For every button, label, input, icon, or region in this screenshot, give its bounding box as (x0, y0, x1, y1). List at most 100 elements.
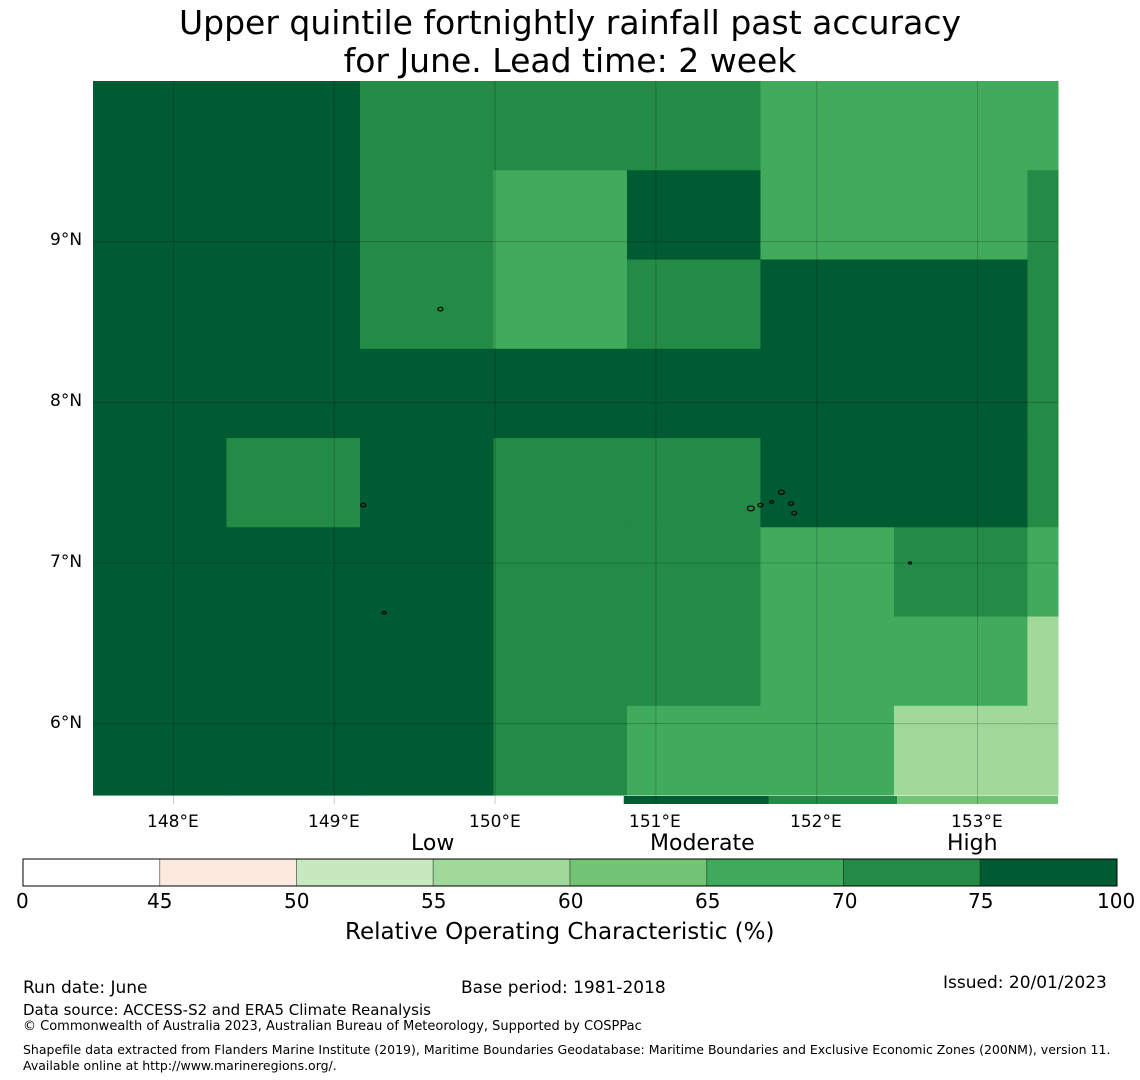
map-edge-cell (623, 796, 769, 804)
lon-label-151e: 151°E (629, 812, 681, 832)
map-cell (359, 705, 494, 796)
colorbar-segment (159, 858, 297, 887)
map-cell (626, 259, 761, 350)
map-cell (93, 348, 227, 439)
map-cell (626, 348, 761, 439)
chart-title: Upper quintile fortnightly rainfall past… (0, 4, 1140, 80)
island-outline (787, 501, 795, 506)
island-outline (777, 489, 785, 496)
map-cell (226, 81, 361, 171)
map-cell (760, 527, 895, 618)
lat-label-8n: 8°N (50, 391, 83, 411)
island-outline (907, 561, 913, 565)
colorbar-segment (979, 858, 1118, 887)
colorbar-tick-60: 60 (558, 889, 584, 913)
lon-label-149e: 149°E (308, 812, 360, 832)
map-cell (93, 438, 227, 528)
map-cell (1027, 348, 1059, 439)
map-cell (1027, 616, 1059, 707)
map-cell (893, 527, 1028, 618)
map-cell (893, 438, 1028, 528)
lat-label-7n: 7°N (50, 552, 83, 572)
map-cell (226, 348, 361, 439)
lon-label-150e: 150°E (469, 812, 521, 832)
lon-label-152e: 152°E (790, 812, 842, 832)
map-cell (626, 527, 761, 618)
lon-label-148e: 148°E (147, 812, 199, 832)
colorbar-tick-55: 55 (421, 889, 447, 913)
island-outline (791, 510, 798, 516)
island-outline (381, 610, 387, 615)
issued-date: Issued: 20/01/2023 (943, 973, 1107, 993)
map-cell (93, 616, 227, 707)
map-cell (359, 527, 494, 618)
colorbar-segment (843, 858, 981, 887)
map-cell (493, 438, 628, 528)
map-cell (1027, 438, 1059, 528)
island-outline (746, 505, 755, 512)
map-cell (226, 170, 361, 261)
map-cell (493, 170, 628, 261)
colorbar-tick-0: 0 (16, 889, 29, 913)
map-cell (93, 705, 227, 796)
map-cell (893, 81, 1028, 171)
map-cell (93, 81, 227, 171)
colorbar-segment (296, 858, 434, 887)
colorbar-segment (22, 858, 161, 887)
map-cell (760, 616, 895, 707)
colorbar-tick-50: 50 (284, 889, 310, 913)
map-cell (626, 81, 761, 171)
map-cell (93, 170, 227, 261)
category-moderate: Moderate (650, 831, 755, 856)
map-cell (760, 438, 895, 528)
colorbar-tick-65: 65 (695, 889, 721, 913)
map-cell (359, 81, 494, 171)
map-cell (1027, 705, 1059, 796)
island-outline (437, 306, 444, 312)
map-cell (893, 616, 1028, 707)
map-cell (893, 170, 1028, 261)
map-cell (893, 705, 1028, 796)
map-cell (359, 348, 494, 439)
map-cell (226, 259, 361, 350)
colorbar-title: Relative Operating Characteristic (%) (345, 919, 775, 945)
colorbar-tick-45: 45 (147, 889, 173, 913)
map-cell (493, 616, 628, 707)
map-cell (359, 259, 494, 350)
map-edge-cell (897, 796, 1058, 804)
colorbar-tick-100: 100 (1097, 889, 1136, 913)
map-cell (493, 527, 628, 618)
map-cell (359, 170, 494, 261)
island-outline (757, 502, 764, 508)
island-outline (360, 502, 367, 508)
map-cell (93, 527, 227, 618)
map-cell (93, 259, 227, 350)
category-low: Low (411, 831, 455, 856)
map-cell (1027, 170, 1059, 261)
map-cell (226, 527, 361, 618)
lon-label-153e: 153°E (951, 812, 1003, 832)
map-cell (359, 616, 494, 707)
map-cell (493, 259, 628, 350)
map-cell (760, 705, 895, 796)
map-cell (626, 170, 761, 261)
map-cell (1027, 259, 1059, 350)
map-cell (893, 348, 1028, 439)
map-cell (893, 259, 1028, 350)
map-cell (760, 348, 895, 439)
map-cell (1027, 81, 1059, 171)
map-cell (760, 259, 895, 350)
map-cell (626, 616, 761, 707)
lat-label-9n: 9°N (50, 230, 83, 250)
map-cell (226, 438, 361, 528)
map-cell (493, 81, 628, 171)
map-cell (760, 81, 895, 171)
colorbar-tick-70: 70 (832, 889, 858, 913)
map-cell (226, 705, 361, 796)
island-outline (769, 499, 775, 504)
copyright: © Commonwealth of Australia 2023, Austra… (23, 1019, 642, 1034)
lat-label-6n: 6°N (50, 713, 83, 733)
title-line-2: for June. Lead time: 2 week (343, 41, 797, 80)
map-cell (493, 705, 628, 796)
run-date: Run date: June (23, 978, 148, 998)
